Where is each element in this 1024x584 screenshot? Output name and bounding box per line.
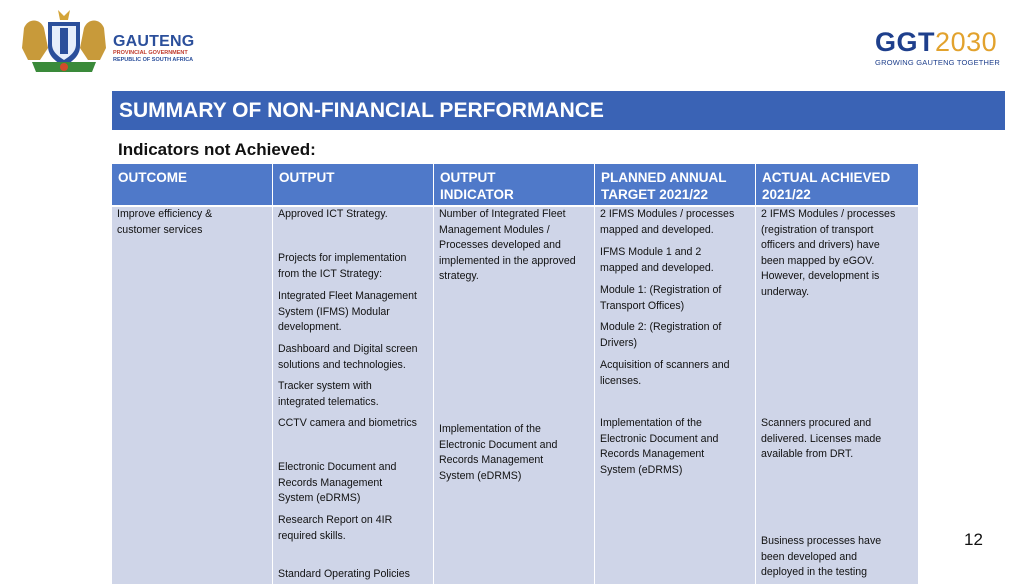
header-actual-line-1: ACTUAL ACHIEVED [762, 170, 891, 185]
header-planned-target: PLANNED ANNUAL TARGET 2021/22 [595, 164, 755, 206]
actual-ifms-line-4: been mapped by eGOV. [761, 254, 875, 267]
actual-ifms-line-2-text: (registration of transport [761, 223, 874, 236]
target-module2-line-2: Drivers) [600, 336, 638, 349]
indicator-ifms-line-4: implemented in the approved [439, 254, 576, 267]
target-scanners-line-2: licenses. [600, 374, 642, 387]
header-actual-line-2: 2021/22 [762, 187, 811, 202]
target-module1-line-2: Transport Offices) [600, 299, 685, 312]
output-ifms-line-3: development. [278, 321, 342, 333]
ggt-mark-letters: GGT [875, 27, 936, 57]
output-tracker-line-1: Tracker system with [278, 380, 372, 392]
gauteng-line-republic: REPUBLIC OF SOUTH AFRICA [113, 57, 194, 63]
column-planned-target: PLANNED ANNUAL TARGET 2021/22 2 IFMS Mod… [595, 164, 756, 584]
actual-scanners-line-3: available from DRT. [761, 448, 854, 460]
target-module2-line-1: Module 2: (Registration of [600, 321, 722, 333]
target-edrms-line-2: Electronic Document and [600, 432, 719, 445]
header-target-line-2: TARGET 2021/22 [601, 187, 709, 202]
output-dashboard-line-1: Dashboard and Digital screen [278, 343, 418, 355]
cell-planned-target: 2 IFMS Modules / processes mapped and de… [595, 207, 755, 584]
indicator-edrms-line-1: Implementation of the [439, 423, 541, 435]
ggt-mark-year: 2030 [935, 27, 998, 57]
output-dashboard-line-2: solutions and technologies. [278, 358, 406, 371]
indicator-ifms-line-1: Number of Integrated Fleet [439, 208, 566, 220]
actual-business-line-2: been developed and [761, 550, 858, 563]
target-edrms-line-3: Records Management [600, 448, 705, 460]
performance-table: OUTCOME Improve efficiency & customer se… [112, 164, 918, 584]
page-number: 12 [964, 530, 983, 549]
actual-business-line-3: deployed in the testing [761, 566, 868, 578]
indicator-ifms-line-3: Processes developed and [439, 239, 561, 251]
header-outcome-label: OUTCOME [118, 170, 187, 185]
output-sop: Standard Operating Policies [278, 568, 410, 580]
actual-scanners-line-1: Scanners procured and [761, 417, 872, 429]
output-ifms-line-2: System (IFMS) Modular [278, 305, 390, 318]
output-ict-strategy: Approved ICT Strategy. [278, 208, 388, 220]
ggt-tagline: GROWING GAUTENG TOGETHER [875, 58, 1000, 67]
column-output: OUTPUT Approved ICT Strategy. Projects f… [273, 164, 434, 584]
column-actual-achieved: ACTUAL ACHIEVED 2021/22 2 IFMS Modules /… [756, 164, 918, 584]
section-subtitle: Indicators not Achieved: [118, 140, 316, 159]
output-cctv: CCTV camera and biometrics [278, 417, 417, 429]
header-outcome: OUTCOME [112, 164, 272, 206]
column-output-indicator: OUTPUT INDICATOR Number of Integrated Fl… [434, 164, 595, 584]
indicator-edrms-line-4: System (eDRMS) [439, 469, 522, 482]
header-output-label: OUTPUT [279, 170, 335, 185]
header-target-line-1: PLANNED ANNUAL [601, 170, 727, 185]
target-edrms-line-4: System (eDRMS) [600, 463, 683, 476]
output-ifms-line-1: Integrated Fleet Management [278, 290, 417, 302]
actual-ifms-line-2: (registration of transport [761, 223, 914, 239]
indicator-ifms-line-2: Management Modules / [439, 223, 550, 236]
indicator-edrms-line-2: Electronic Document and [439, 438, 558, 451]
header-indicator-line-2: INDICATOR [440, 187, 514, 202]
target-edrms-line-1: Implementation of the [600, 417, 702, 429]
actual-ifms-line-3: officers and drivers) have [761, 239, 880, 251]
target-ifms-line-1: 2 IFMS Modules / processes [600, 208, 735, 220]
cell-actual-achieved: 2 IFMS Modules / processes (registration… [756, 207, 918, 584]
actual-business-line-1: Business processes have [761, 535, 882, 547]
target-module1-line-1: Module 1: (Registration of [600, 284, 722, 296]
header-output: OUTPUT [273, 164, 433, 206]
output-edrms-line-2: Records Management [278, 476, 383, 489]
gauteng-coat-of-arms-logo [18, 8, 110, 74]
actual-ifms-line-5: However, development is [761, 270, 880, 282]
indicator-ifms-line-5: strategy. [439, 270, 479, 282]
target-scanners-line-1: Acquisition of scanners and [600, 359, 730, 371]
header-indicator-line-1: OUTPUT [440, 170, 496, 185]
output-edrms-line-1: Electronic Document and [278, 461, 397, 473]
output-research-line-1: Research Report on 4IR [278, 514, 393, 526]
outcome-line-2: customer services [117, 223, 203, 236]
output-research-line-2: required skills. [278, 529, 346, 542]
target-module12-line-1: IFMS Module 1 and 2 [600, 246, 702, 258]
output-projects-line-1: Projects for implementation [278, 252, 407, 264]
gauteng-name: GAUTENG [113, 33, 195, 50]
actual-ifms-line-6: underway. [761, 285, 810, 298]
ggt2030-logo: GGT2030 GROWING GAUTENG TOGETHER [875, 28, 1000, 67]
actual-scanners-line-2: delivered. Licenses made [761, 432, 882, 445]
gauteng-wordmark: GAUTENG PROVINCIAL GOVERNMENT REPUBLIC O… [113, 34, 194, 64]
output-projects-line-2: from the ICT Strategy: [278, 267, 383, 280]
cell-outcome: Improve efficiency & customer services [112, 207, 272, 584]
cell-output-indicator: Number of Integrated Fleet Management Mo… [434, 207, 594, 584]
header-actual-achieved: ACTUAL ACHIEVED 2021/22 [756, 164, 918, 206]
indicator-edrms-line-3: Records Management [439, 454, 544, 466]
actual-ifms-line-1: 2 IFMS Modules / processes [761, 208, 896, 220]
header-output-indicator: OUTPUT INDICATOR [434, 164, 594, 206]
output-edrms-line-3: System (eDRMS) [278, 492, 361, 504]
column-outcome: OUTCOME Improve efficiency & customer se… [112, 164, 273, 584]
outcome-line-1: Improve efficiency & [117, 208, 213, 220]
target-module12-line-2: mapped and developed. [600, 261, 714, 274]
gauteng-line-provincial: PROVINCIAL GOVERNMENT [113, 50, 188, 56]
output-tracker-line-2: integrated telematics. [278, 395, 379, 408]
cell-output: Approved ICT Strategy. Projects for impl… [273, 207, 433, 584]
page-title: SUMMARY OF NON-FINANCIAL PERFORMANCE [112, 91, 1005, 130]
target-ifms-line-2: mapped and developed. [600, 223, 714, 236]
